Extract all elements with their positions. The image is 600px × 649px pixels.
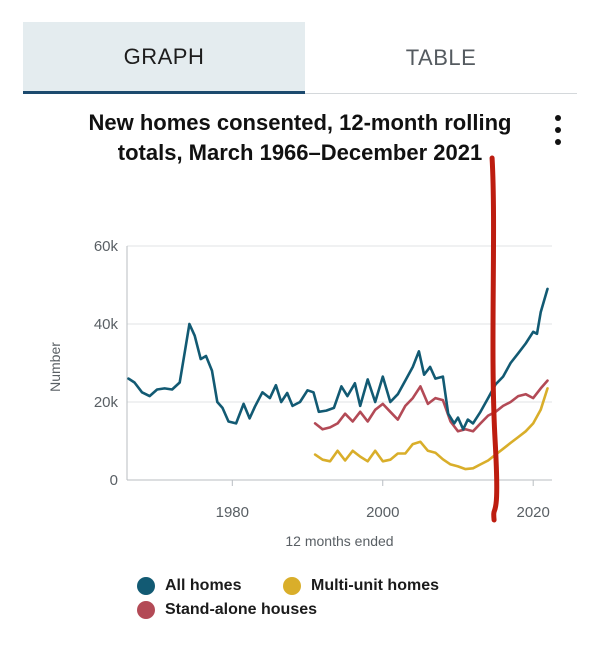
legend-label: All homes: [165, 577, 242, 594]
legend-swatch-multi-unit-homes: [283, 577, 301, 595]
series-line-all-homes: [127, 287, 549, 431]
y-tick-label: 60k: [94, 238, 119, 255]
series-line-stand-alone-houses: [313, 379, 549, 433]
x-axis-title: 12 months ended: [285, 533, 393, 549]
series-line-multi-unit-homes: [313, 387, 549, 471]
legend-item-stand-alone-houses[interactable]: Stand-alone houses: [137, 601, 317, 619]
legend-label: Multi-unit homes: [311, 577, 439, 594]
y-tick-label: 20k: [94, 394, 119, 411]
x-tick-label: 1980: [216, 504, 249, 521]
tab-table[interactable]: TABLE: [305, 22, 577, 94]
view-tabs: GRAPH TABLE: [23, 22, 577, 94]
legend-label: Stand-alone houses: [165, 601, 318, 618]
annotation-red-line: [489, 155, 500, 523]
legend-swatch-stand-alone-houses: [137, 601, 155, 619]
chart-title: New homes consented, 12-month rolling to…: [88, 110, 512, 165]
y-tick-label: 40k: [94, 316, 119, 333]
kebab-menu-icon[interactable]: [548, 115, 568, 145]
legend-item-all-homes[interactable]: All homes: [137, 577, 241, 595]
y-tick-label: 0: [110, 472, 118, 489]
legend-item-multi-unit-homes[interactable]: Multi-unit homes: [283, 577, 439, 595]
x-tick-label: 2000: [366, 504, 399, 521]
x-tick-label: 2020: [517, 504, 550, 521]
tab-graph[interactable]: GRAPH: [23, 22, 305, 94]
legend-swatch-all-homes: [137, 577, 155, 595]
y-axis-title: Number: [47, 342, 63, 392]
